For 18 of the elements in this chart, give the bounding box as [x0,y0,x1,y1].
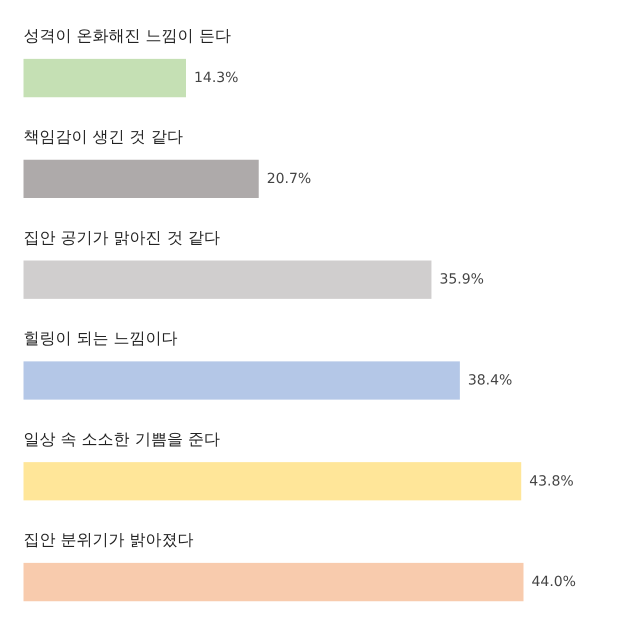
bar [24,160,259,198]
y-tick-label: 집안 분위기가 밝아졌다 [24,530,194,550]
bar [24,562,524,602]
y-tick-label: 힐링이 되는 느낌이다 [24,328,178,348]
data-label: 20.7% [266,170,312,187]
y-tick-label: 일상 속 소소한 기쁨을 준다 [24,429,220,448]
bar [24,361,460,400]
y-tick-label: 책임감이 생긴 것 같다 [24,127,183,146]
bar [24,260,432,299]
data-label: 14.3% [194,70,238,86]
data-label: 38.4% [468,372,512,388]
data-label: 44.0% [532,574,576,590]
bar [24,58,186,98]
y-tick-label: 성격이 온화해진 느낌이 든다 [24,26,231,46]
data-label: 35.9% [439,272,484,288]
bar [24,462,522,500]
y-tick-label: 집안 공기가 맑아진 것 같다 [24,228,220,247]
data-label: 43.8% [529,473,574,490]
